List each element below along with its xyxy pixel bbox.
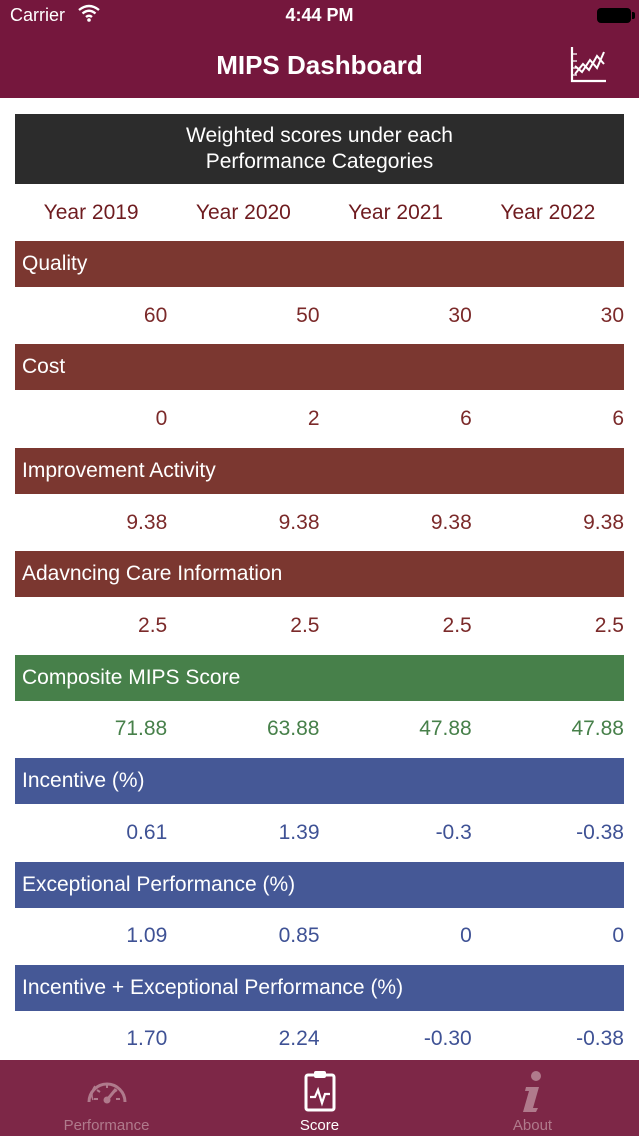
value-cell: 50 [296,304,320,327]
value-cell: -0.38 [576,821,624,844]
tab-about[interactable]: About [426,1060,639,1136]
value-cell: 2.5 [290,614,320,637]
info-icon [522,1071,541,1112]
tab-label: Score [299,1117,340,1134]
speedometer-icon [87,1082,126,1104]
line-chart-icon[interactable] [569,44,609,84]
wifi-icon [78,4,100,22]
value-cell: 47.88 [419,717,472,740]
value-cell: 30 [600,304,624,327]
value-cell: -0.3 [435,821,472,844]
tab-label: Performance [63,1117,150,1134]
value-cell: 60 [143,304,168,327]
value-cell: 0.85 [278,924,320,947]
value-cell: 1.09 [126,924,168,947]
category-header-composite-score: Composite MIPS Score [15,655,624,701]
tab-bar: Performance Score About [0,1060,639,1136]
status-bar: Carrier 4:44 PM [0,0,639,32]
battery-icon [597,8,635,23]
year-header-row: Year 2019 Year 2020 Year 2021 Year 2022 [15,196,624,230]
category-header-advancing-care: Adavncing Care Information [15,551,624,597]
value-cell: 2 [307,407,320,430]
category-values-cost: 0 2 6 6 [15,396,624,442]
category-header-improvement-activity: Improvement Activity [15,448,624,494]
category-values-exceptional-performance: 1.09 0.85 0 0 [15,913,624,959]
value-cell: 63.88 [266,717,320,740]
banner-text: Weighted scores under each Performance C… [186,124,453,173]
category-header-quality: Quality [15,241,624,287]
category-header-cost: Cost [15,344,624,390]
value-cell: 1.70 [126,1027,168,1050]
carrier-label: Carrier [10,5,66,25]
category-values-incentive: 0.61 1.39 -0.3 -0.38 [15,810,624,856]
tab-label: About [512,1117,553,1134]
year-label: Year 2021 [348,201,444,224]
year-label: Year 2022 [500,201,596,224]
value-cell: 0 [155,407,168,430]
page-title: MIPS Dashboard [216,50,423,80]
value-cell: 2.5 [594,614,624,637]
value-cell: 2.5 [138,614,168,637]
category-header-incentive-plus-exceptional: Incentive + Exceptional Performance (%) [15,965,624,1011]
scores-banner: Weighted scores under each Performance C… [15,114,624,184]
year-label: Year 2019 [43,201,139,224]
category-values-improvement-activity: 9.38 9.38 9.38 9.38 [15,500,624,546]
value-cell: 6 [612,407,624,430]
value-cell: 0.61 [126,821,168,844]
clipboard-chart-icon [304,1071,335,1112]
value-cell: 1.39 [278,821,320,844]
category-header-incentive: Incentive (%) [15,758,624,804]
year-label: Year 2020 [195,201,291,224]
value-cell: 30 [448,304,472,327]
status-time: 4:44 PM [285,5,354,25]
value-cell: 6 [460,407,472,430]
category-values-composite-score: 71.88 63.88 47.88 47.88 [15,706,624,752]
value-cell: 9.38 [278,511,320,534]
tab-performance[interactable]: Performance [0,1060,213,1136]
value-cell: 9.38 [430,511,472,534]
category-values-advancing-care: 2.5 2.5 2.5 2.5 [15,603,624,649]
value-cell: 0 [612,924,624,947]
value-cell: 71.88 [114,717,168,740]
value-cell: -0.30 [423,1027,472,1050]
tab-score[interactable]: Score [213,1060,426,1136]
value-cell: 2.24 [278,1027,320,1050]
nav-bar: MIPS Dashboard [0,32,639,98]
value-cell: 2.5 [442,614,472,637]
category-values-incentive-plus-exceptional: 1.70 2.24 -0.30 -0.38 [15,1016,624,1062]
value-cell: 9.38 [583,511,624,534]
value-cell: 0 [460,924,472,947]
category-header-exceptional-performance: Exceptional Performance (%) [15,862,624,908]
value-cell: 47.88 [571,717,624,740]
category-values-quality: 60 50 30 30 [15,293,624,339]
value-cell: 9.38 [126,511,168,534]
value-cell: -0.38 [576,1027,624,1050]
